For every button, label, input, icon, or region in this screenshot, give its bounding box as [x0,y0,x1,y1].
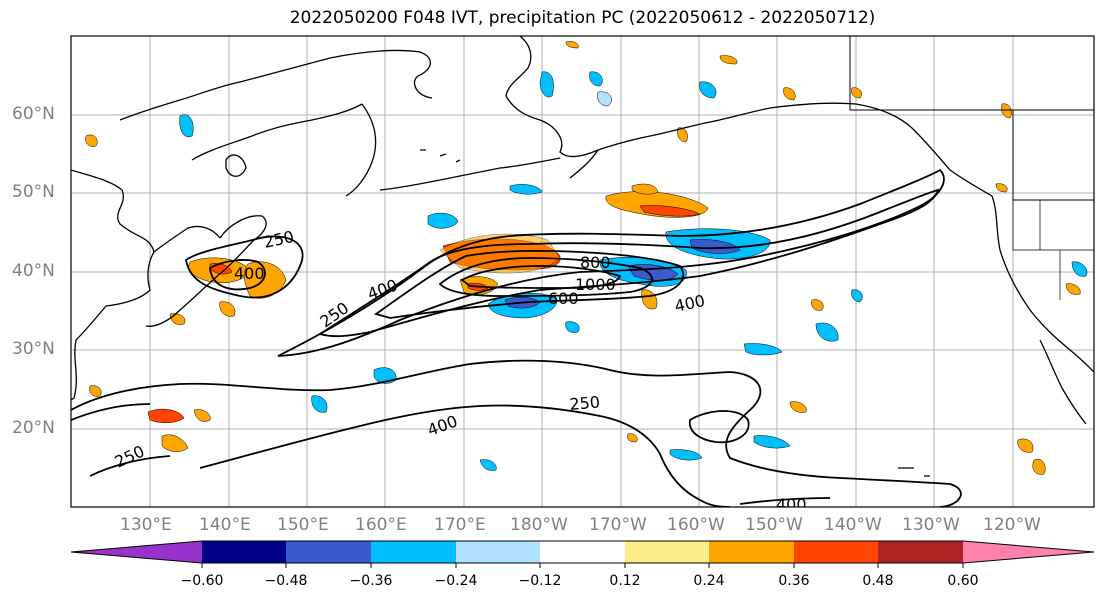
colorbar-bin [794,541,878,563]
colorbar-extend-low [71,541,202,563]
colorbar-tick: 0.24 [693,573,725,589]
lon-label: 140°E [199,515,251,535]
colorbar-bin [709,541,794,563]
colorbar-extend-high [963,541,1094,563]
lon-label: 180°W [510,515,568,535]
colorbar-bin [625,541,709,563]
lon-label: 160°E [355,515,407,535]
colorbar-tick: 0.36 [778,573,810,589]
lon-label: 130°E [120,515,172,535]
contour-label: 400 [776,495,807,514]
colorbar-tick: −0.24 [434,573,478,589]
lat-label: 30°N [12,339,55,359]
colorbar-tick: 0.60 [947,573,979,589]
lon-label: 170°W [589,515,647,535]
colorbar-tick: −0.60 [180,573,224,589]
lon-label: 120°W [983,515,1041,535]
contour-label: 600 [548,289,579,308]
lat-label: 60°N [12,104,55,124]
colorbar [70,540,1095,568]
colorbar-tick: 0.48 [862,573,894,589]
colorbar-tick: 0.12 [609,573,641,589]
precip-shading [85,41,1088,475]
map-border [70,35,1095,508]
lon-label: 150°W [745,515,803,535]
colorbar-tick: −0.48 [264,573,308,589]
colorbar-bin [878,541,963,563]
colorbar-bin [371,541,456,563]
lon-label: 140°W [824,515,882,535]
lon-label: 130°W [902,515,960,535]
colorbar-bin [202,541,286,563]
lon-label: 150°E [277,515,329,535]
lat-label: 40°N [12,261,55,281]
colorbar-bin [286,541,371,563]
contour-label: 1000 [575,275,616,294]
contour-label: 400 [234,264,265,283]
coastlines [71,36,1094,477]
contour-label: 250 [569,392,601,414]
lat-label: 50°N [12,182,55,202]
contour-label: 800 [580,253,611,272]
colorbar-tick: −0.36 [349,573,393,589]
figure-title: 2022050200 F048 IVT, precipitation PC (2… [289,8,876,28]
ivt-contours [71,168,962,507]
colorbar-bin [456,541,540,563]
colorbar-bin [540,541,625,563]
lon-label: 170°E [434,515,486,535]
lon-label: 160°W [667,515,725,535]
colorbar-tick: −0.12 [518,573,562,589]
lat-label: 20°N [12,418,55,438]
